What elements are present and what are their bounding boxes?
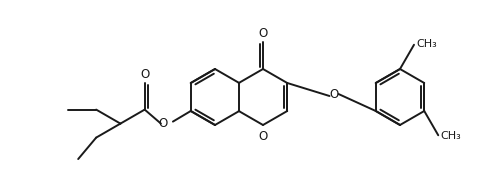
- Text: O: O: [140, 68, 149, 81]
- Text: O: O: [159, 117, 168, 130]
- Text: O: O: [329, 88, 338, 101]
- Text: CH₃: CH₃: [440, 131, 461, 141]
- Text: O: O: [258, 130, 268, 143]
- Text: O: O: [258, 27, 268, 40]
- Text: CH₃: CH₃: [416, 39, 437, 49]
